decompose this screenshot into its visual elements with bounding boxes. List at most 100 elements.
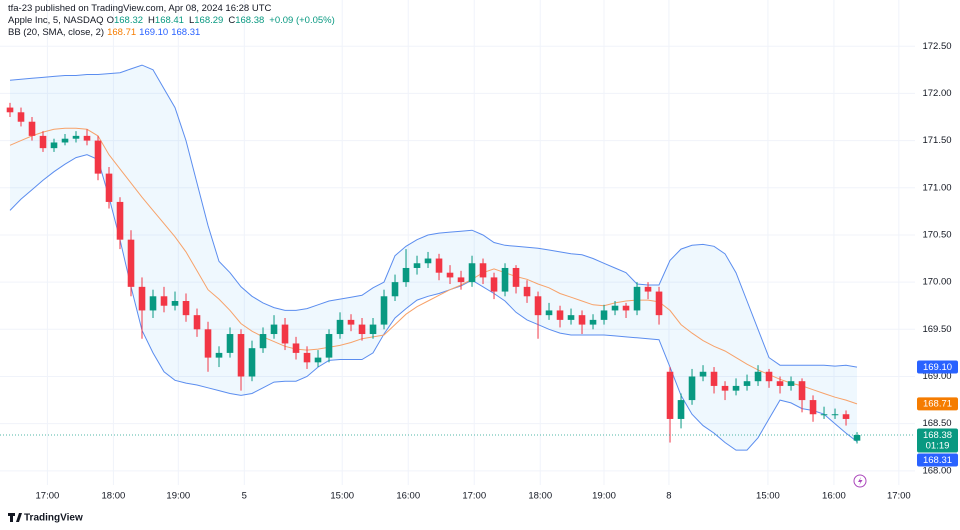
indicator-value: 168.31 bbox=[171, 27, 201, 38]
x-tick-label: 19:00 bbox=[166, 491, 190, 502]
candle-body bbox=[831, 414, 839, 416]
y-tick-label: 168.50 bbox=[922, 418, 951, 429]
x-tick-label: 18:00 bbox=[528, 491, 552, 502]
ohlc-item: C168.38 bbox=[228, 15, 267, 26]
indicator-value: 168.71 bbox=[107, 27, 137, 38]
candle-body bbox=[94, 140, 102, 174]
candle-body bbox=[105, 173, 113, 202]
y-tick-label: 172.00 bbox=[922, 88, 951, 99]
candle-body bbox=[710, 371, 718, 386]
candle-body bbox=[853, 434, 861, 441]
ohlc-value: 168.32 bbox=[113, 15, 144, 26]
candle-body bbox=[413, 263, 421, 268]
price-tag-label: 168.71 bbox=[923, 399, 952, 410]
candle-body bbox=[61, 138, 69, 143]
candle-body bbox=[424, 258, 432, 264]
candle-body bbox=[435, 258, 443, 273]
symbol-line: Apple Inc, 5, NASDAQ O168.32 H168.41 L168.2… bbox=[8, 15, 338, 27]
ohlc-item: O168.32 bbox=[107, 15, 146, 26]
ohlc-key: C bbox=[228, 15, 236, 26]
x-tick-label: 5 bbox=[242, 491, 247, 502]
candle-body bbox=[182, 301, 190, 316]
candle-body bbox=[523, 286, 531, 297]
candle-body bbox=[50, 142, 58, 149]
candle-body bbox=[138, 286, 146, 311]
candle-body bbox=[237, 334, 245, 377]
indicator-line: BB (20, SMA, close, 2) 168.71 169.10 168.31 bbox=[8, 27, 338, 39]
candle-body bbox=[270, 324, 278, 335]
candle-body bbox=[127, 239, 135, 287]
candle-body bbox=[721, 385, 729, 391]
candle-body bbox=[622, 305, 630, 311]
candle-body bbox=[160, 296, 168, 306]
publish-line: tfa-23 published on TradingView.com, Apr… bbox=[8, 3, 272, 14]
candle-body bbox=[39, 135, 47, 149]
y-tick-label: 172.50 bbox=[922, 41, 951, 52]
candle-body bbox=[17, 112, 25, 122]
candle-body bbox=[28, 121, 36, 136]
ohlc-value: 168.41 bbox=[154, 15, 184, 26]
indicator: BB (20, SMA, close, 2) bbox=[8, 27, 105, 38]
candle-body bbox=[567, 315, 575, 320]
candle-body bbox=[798, 381, 806, 401]
candle-body bbox=[534, 296, 542, 316]
candle-body bbox=[611, 305, 619, 311]
candle-body bbox=[226, 334, 234, 353]
candle-body bbox=[479, 263, 487, 278]
upper-band bbox=[9, 64, 858, 368]
ohlc-item: H168.41 bbox=[148, 15, 187, 26]
candle-body bbox=[732, 385, 740, 391]
candle-body bbox=[303, 352, 311, 363]
y-tick-label: 170.50 bbox=[922, 229, 951, 240]
x-tick-label: 17:00 bbox=[36, 491, 60, 502]
candle-body bbox=[116, 201, 124, 240]
candle-body bbox=[391, 282, 399, 297]
candle-body bbox=[765, 371, 773, 382]
price-tag-label: 168.38 bbox=[923, 430, 952, 441]
candle-body bbox=[457, 277, 465, 283]
ohlc-key: H bbox=[148, 15, 155, 26]
band-fill bbox=[10, 65, 857, 451]
ohlc-item: L168.29 bbox=[189, 15, 226, 26]
candle-body bbox=[699, 371, 707, 377]
price-tag-label: 169.10 bbox=[923, 362, 952, 373]
candle-body bbox=[809, 400, 817, 415]
lower-band bbox=[9, 154, 858, 451]
candle-body bbox=[666, 371, 674, 419]
ohlc-value: 168.29 bbox=[194, 15, 224, 26]
y-tick-label: 169.50 bbox=[922, 324, 951, 335]
x-tick-label: 17:00 bbox=[462, 491, 486, 502]
candle-body bbox=[72, 135, 80, 139]
x-tick-label: 15:00 bbox=[756, 491, 780, 502]
price-tag bbox=[917, 428, 958, 453]
candle-body bbox=[512, 267, 520, 287]
basis-line bbox=[9, 127, 858, 405]
candle-body bbox=[347, 319, 355, 325]
change: +0.09 (+0.05%) bbox=[269, 15, 335, 26]
candle-body bbox=[149, 296, 157, 311]
candle-body bbox=[358, 324, 366, 335]
candle-body bbox=[204, 329, 212, 358]
candle-body bbox=[314, 357, 322, 363]
indicator-value: 169.10 bbox=[139, 27, 169, 38]
y-tick-label: 170.00 bbox=[922, 277, 951, 288]
candle-body bbox=[369, 324, 377, 335]
candle-body bbox=[281, 324, 289, 344]
candle-body bbox=[556, 310, 564, 320]
candle-body bbox=[446, 272, 454, 278]
candle-body bbox=[754, 371, 762, 382]
y-tick-label: 168.00 bbox=[922, 465, 951, 476]
candle-body bbox=[787, 381, 795, 386]
countdown: 01:19 bbox=[926, 441, 950, 452]
legend: tfa-23 published on TradingView.com, Apr… bbox=[8, 3, 338, 39]
y-tick-label: 171.50 bbox=[922, 135, 951, 146]
candle-body bbox=[688, 376, 696, 401]
candle-body bbox=[193, 315, 201, 330]
y-tick-label: 169.00 bbox=[922, 371, 951, 382]
price-tag bbox=[917, 397, 958, 411]
candle-body bbox=[842, 414, 850, 419]
brand: TradingView bbox=[24, 513, 83, 524]
candle-body bbox=[380, 296, 388, 325]
